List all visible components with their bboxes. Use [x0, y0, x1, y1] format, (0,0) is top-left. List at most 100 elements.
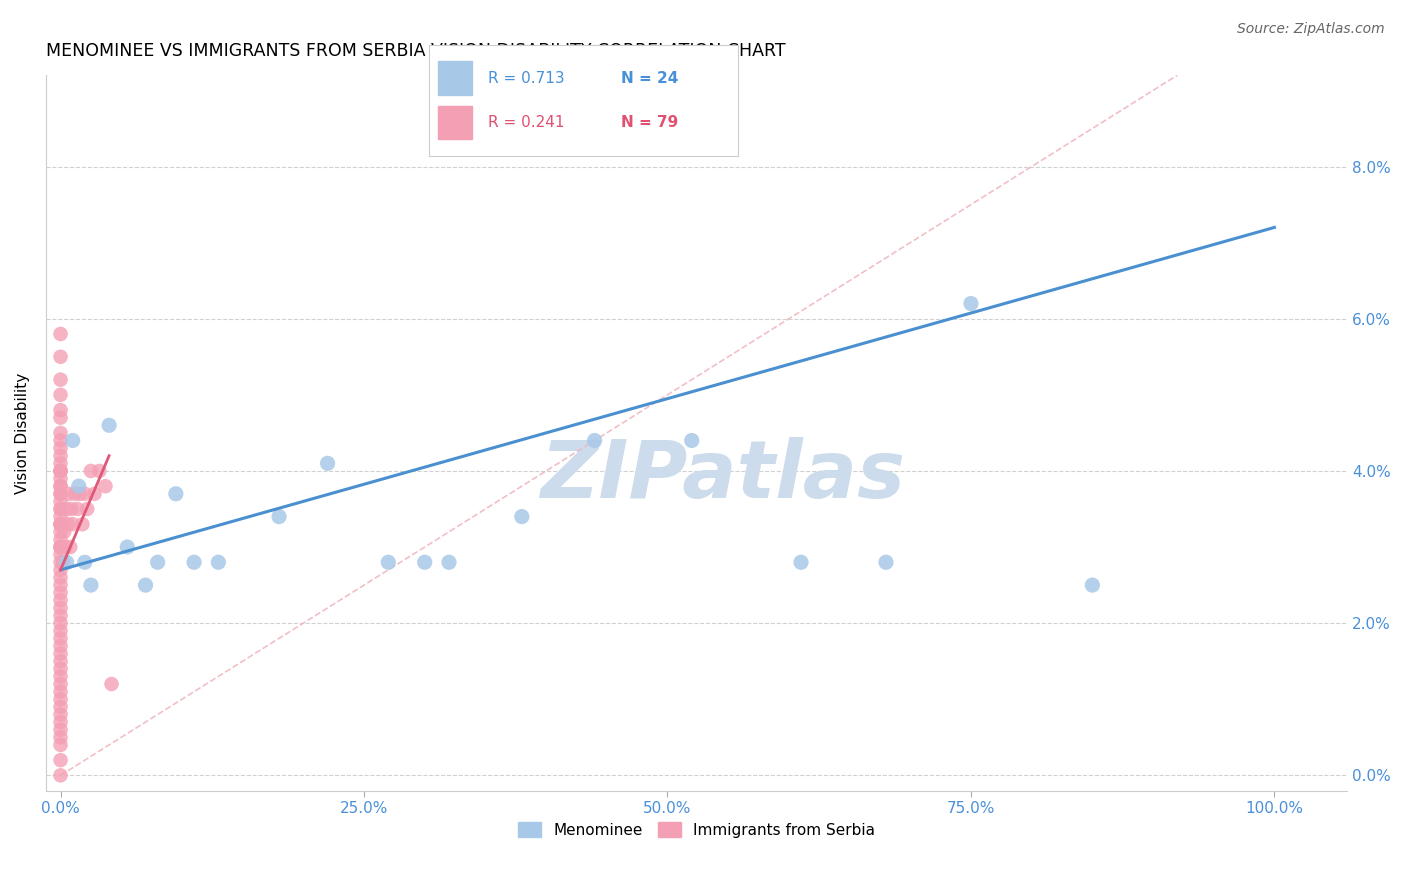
Point [49, 479, 72, 493]
Point [437, 555, 460, 569]
Point [49, 677, 72, 691]
Point [49, 487, 72, 501]
Point [510, 509, 533, 524]
Point [377, 555, 399, 569]
Point [49, 669, 72, 683]
Point [49, 464, 72, 478]
Text: ZIPatlas: ZIPatlas [540, 437, 905, 515]
Bar [439, 106, 472, 139]
Point [49, 533, 72, 547]
Point [49, 768, 72, 782]
Point [165, 487, 187, 501]
Point [49, 517, 72, 532]
Point [66, 502, 89, 516]
Point [49, 350, 72, 364]
Point [49, 326, 72, 341]
Point [49, 555, 72, 569]
Point [183, 555, 205, 569]
Point [49, 585, 72, 599]
Point [49, 471, 72, 485]
Point [49, 449, 72, 463]
Point [49, 593, 72, 607]
Point [49, 639, 72, 653]
Text: MENOMINEE VS IMMIGRANTS FROM SERBIA VISION DISABILITY CORRELATION CHART: MENOMINEE VS IMMIGRANTS FROM SERBIA VISI… [46, 42, 786, 60]
Point [49, 540, 72, 554]
Point [55, 540, 77, 554]
Point [59, 540, 82, 554]
Point [49, 388, 72, 402]
Point [52, 555, 75, 569]
Point [80, 578, 103, 592]
Point [55, 555, 77, 569]
Point [49, 425, 72, 440]
Point [49, 632, 72, 646]
Point [583, 434, 606, 448]
Point [49, 456, 72, 470]
Point [63, 487, 86, 501]
Point [267, 509, 290, 524]
Point [55, 502, 77, 516]
Point [94, 479, 117, 493]
Point [316, 456, 339, 470]
Point [49, 662, 72, 676]
Text: N = 79: N = 79 [620, 115, 678, 130]
Point [49, 464, 72, 478]
Text: R = 0.241: R = 0.241 [488, 115, 564, 130]
Point [49, 684, 72, 698]
Point [49, 403, 72, 417]
Point [49, 616, 72, 631]
Point [49, 434, 72, 448]
Text: N = 24: N = 24 [620, 70, 678, 86]
Legend: Menominee, Immigrants from Serbia: Menominee, Immigrants from Serbia [512, 815, 882, 844]
Point [49, 692, 72, 706]
Point [49, 563, 72, 577]
Point [83, 487, 105, 501]
Point [49, 441, 72, 455]
Point [58, 487, 80, 501]
Point [73, 555, 96, 569]
Point [49, 654, 72, 668]
Point [207, 555, 229, 569]
Point [49, 715, 72, 730]
Point [72, 517, 94, 532]
Point [49, 731, 72, 745]
Point [49, 540, 72, 554]
Point [49, 570, 72, 584]
Point [49, 624, 72, 638]
Point [49, 723, 72, 737]
Point [49, 647, 72, 661]
Point [49, 578, 72, 592]
Point [49, 524, 72, 539]
Point [790, 555, 813, 569]
Point [49, 517, 72, 532]
Point [49, 487, 72, 501]
Point [49, 753, 72, 767]
Point [49, 464, 72, 478]
Point [49, 509, 72, 524]
Point [69, 487, 91, 501]
Point [49, 738, 72, 752]
Point [80, 464, 103, 478]
Point [49, 373, 72, 387]
Point [76, 502, 98, 516]
Y-axis label: Vision Disability: Vision Disability [15, 372, 30, 493]
Point [875, 555, 897, 569]
Point [1081, 578, 1104, 592]
Bar [439, 62, 472, 95]
Point [49, 540, 72, 554]
Point [117, 540, 139, 554]
Point [49, 707, 72, 722]
Point [62, 517, 84, 532]
Point [67, 479, 90, 493]
Point [98, 418, 121, 433]
Point [49, 608, 72, 623]
Point [62, 434, 84, 448]
Point [49, 479, 72, 493]
Point [49, 548, 72, 562]
Point [53, 524, 76, 539]
Text: Source: ZipAtlas.com: Source: ZipAtlas.com [1237, 22, 1385, 37]
Point [49, 517, 72, 532]
Point [89, 464, 111, 478]
Point [49, 502, 72, 516]
Point [134, 578, 156, 592]
